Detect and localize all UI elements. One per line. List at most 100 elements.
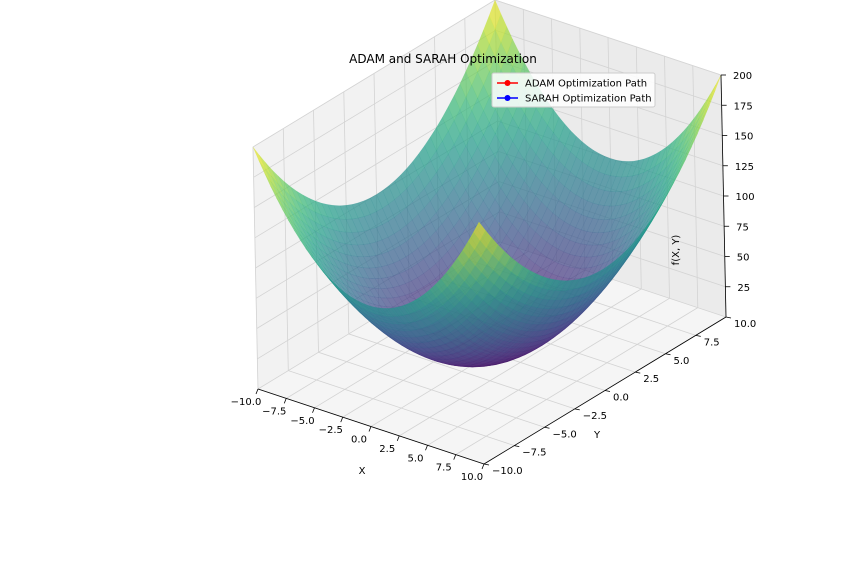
surface-plot [252,0,722,368]
x-tick-label: 2.5 [379,444,395,455]
legend-label-adam: ADAM Optimization Path [525,79,647,90]
x-tick-label: −7.5 [262,406,286,417]
surface-patch [566,279,579,291]
surface-patch [258,160,272,182]
surface-patch [252,146,266,169]
surface-patch [350,255,364,268]
surface-patch [289,208,302,228]
surface-patch [306,242,320,260]
surface-patch [376,224,389,240]
surface-patch [411,231,425,249]
axis-ticks: −10.0−7.5−5.0−2.50.02.55.07.510.0−10.0−7… [231,71,757,483]
y-tick [695,334,701,337]
z-tick-label: 75 [736,222,749,233]
x-tick [255,388,259,395]
surface-patch [492,244,505,262]
surface-patch [430,172,443,194]
x-tick-label: −10.0 [231,397,262,408]
y-axis-label: Y [593,430,601,441]
y-tick [665,353,671,356]
surface-patch [596,265,609,280]
surface-patch [349,280,363,294]
surface-patch [301,220,315,238]
surface-patch [405,267,418,282]
surface-patch [627,236,639,254]
surface-patch [363,229,377,244]
surface-patch [369,241,383,256]
y-tick [725,316,732,319]
z-tick-label: 200 [733,71,752,82]
z-tick-label: 25 [737,283,750,294]
surface-patch [486,237,498,255]
surface-patch [393,273,406,286]
surface-patch [541,277,554,290]
surface-patch [500,26,513,56]
surface-patch [489,0,502,30]
grid-line-y [343,91,575,410]
legend-label-sarah: SARAH Optimization Path [525,94,652,105]
surface-patch [621,243,633,261]
z-tick-label: 175 [734,101,753,112]
y-tick-label: −2.5 [583,411,607,422]
surface-patch [602,260,615,276]
surface-patch [494,13,507,43]
legend-marker-sarah [504,95,511,101]
chart-title: ADAM and SARAH Optimization [349,52,537,66]
x-tick [396,435,400,442]
x-tick-label: −2.5 [319,425,343,436]
surface-patch [504,256,517,272]
surface-patch [590,269,603,284]
surface-patch [453,218,466,238]
x-tick [283,398,287,404]
y-tick [604,390,611,392]
surface-patch [333,229,346,244]
surface-patch [473,221,486,241]
surface-patch [633,228,645,247]
z-tick-label: 150 [734,132,753,143]
y-tick-label: 7.5 [704,337,720,348]
surface-patch [548,279,561,291]
surface-patch [506,38,519,67]
surface-patch [270,186,283,207]
surface-patch [479,229,492,248]
surface-patch [411,263,424,278]
y-tick-label: −10.0 [492,466,523,477]
z-tick-label: 100 [736,192,755,203]
surface-patch [529,273,542,287]
legend-entry-adam: ADAM Optimization Path [497,79,647,90]
x-tick-label: 10.0 [461,472,483,483]
surface-patch [318,258,332,275]
surface-patch [584,272,597,286]
surface-patch [276,198,289,218]
x-tick-label: 7.5 [436,463,452,474]
legend-entry-sarah: SARAH Optimization Path [497,94,652,105]
surface-patch [294,228,307,246]
surface-patch [351,244,364,257]
surface-patch [331,263,345,279]
surface-patch [368,287,381,298]
surface-patch [345,243,358,257]
x-tick-label: −5.0 [290,416,314,427]
y-tick [574,408,580,411]
surface-patch [355,290,369,303]
surface-patch [417,273,430,288]
y-tick [483,463,490,466]
x-tick [425,445,428,451]
surface-patch [429,263,442,279]
surface-patch [296,190,310,210]
surface-patch [578,275,591,288]
surface-patch [326,245,339,261]
x-tick [312,407,315,413]
surface-patch [560,280,573,291]
y-tick-label: −7.5 [522,448,546,459]
legend-frame [491,72,656,108]
x-tick [481,463,485,470]
x-tick-label: 0.0 [351,435,367,446]
surface-patch [609,255,621,272]
y-tick [514,445,520,448]
surface-patch [535,275,548,289]
z-tick-label: 125 [735,162,754,173]
surface-patch [498,250,511,267]
z-axis-label: f(X, Y) [671,235,682,266]
